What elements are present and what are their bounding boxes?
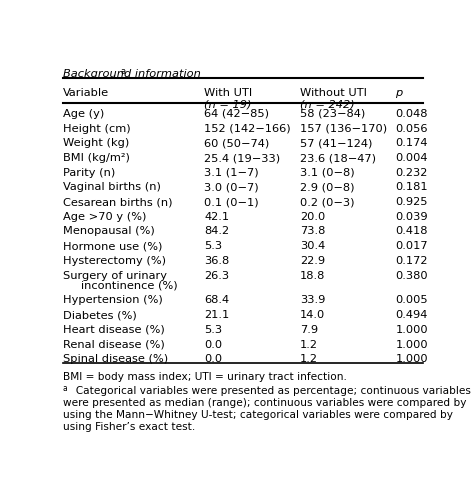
Text: Background information: Background information [63, 69, 201, 79]
Text: 0.174: 0.174 [395, 138, 428, 148]
Text: were presented as median (range); continuous variables were compared by: were presented as median (range); contin… [63, 397, 466, 407]
Text: Diabetes (%): Diabetes (%) [63, 310, 137, 320]
Text: 0.039: 0.039 [395, 211, 428, 221]
Text: Cesarean births (n): Cesarean births (n) [63, 197, 173, 207]
Text: Hormone use (%): Hormone use (%) [63, 240, 162, 250]
Text: 152 (142−166): 152 (142−166) [204, 123, 291, 133]
Text: 42.1: 42.1 [204, 211, 229, 221]
Text: 0.017: 0.017 [395, 240, 428, 250]
Text: 57 (41−124): 57 (41−124) [300, 138, 372, 148]
Text: 5.3: 5.3 [204, 240, 222, 250]
Text: incontinence (%): incontinence (%) [70, 280, 178, 290]
Text: using Fisher’s exact test.: using Fisher’s exact test. [63, 421, 195, 431]
Text: 1.000: 1.000 [395, 324, 428, 334]
Text: Vaginal births (n): Vaginal births (n) [63, 182, 161, 192]
Text: 20.0: 20.0 [300, 211, 325, 221]
Text: 2.9 (0−8): 2.9 (0−8) [300, 182, 355, 192]
Text: 36.8: 36.8 [204, 256, 229, 266]
Text: Categorical variables were presented as percentage; continuous variables: Categorical variables were presented as … [69, 385, 471, 395]
Text: 14.0: 14.0 [300, 310, 325, 320]
Text: BMI = body mass index; UTI = urinary tract infection.: BMI = body mass index; UTI = urinary tra… [63, 372, 347, 382]
Text: 3.0 (0−7): 3.0 (0−7) [204, 182, 259, 192]
Text: 0.418: 0.418 [395, 226, 428, 236]
Text: 0.0: 0.0 [204, 339, 222, 349]
Text: Surgery of urinary: Surgery of urinary [63, 270, 167, 280]
Text: a: a [121, 67, 126, 76]
Text: 0.004: 0.004 [395, 153, 428, 163]
Text: 1.000: 1.000 [395, 339, 428, 349]
Text: 26.3: 26.3 [204, 270, 229, 280]
Text: 18.8: 18.8 [300, 270, 325, 280]
Text: 0.056: 0.056 [395, 123, 428, 133]
Text: 0.232: 0.232 [395, 167, 428, 177]
Text: 73.8: 73.8 [300, 226, 325, 236]
Text: With UTI: With UTI [204, 88, 253, 98]
Text: p: p [395, 88, 402, 98]
Text: Variable: Variable [63, 88, 109, 98]
Text: Parity (n): Parity (n) [63, 167, 115, 177]
Text: 0.172: 0.172 [395, 256, 428, 266]
Text: 0.181: 0.181 [395, 182, 428, 192]
Text: 60 (50−74): 60 (50−74) [204, 138, 270, 148]
Text: 1.000: 1.000 [395, 354, 428, 364]
Text: using the Mann−Whitney U-test; categorical variables were compared by: using the Mann−Whitney U-test; categoric… [63, 409, 453, 419]
Text: 25.4 (19−33): 25.4 (19−33) [204, 153, 281, 163]
Text: 58 (23−84): 58 (23−84) [300, 109, 365, 119]
Text: Weight (kg): Weight (kg) [63, 138, 129, 148]
Text: 0.048: 0.048 [395, 109, 428, 119]
Text: 0.1 (0−1): 0.1 (0−1) [204, 197, 259, 207]
Text: 0.925: 0.925 [395, 197, 428, 207]
Text: 0.2 (0−3): 0.2 (0−3) [300, 197, 355, 207]
Text: Age (y): Age (y) [63, 109, 104, 119]
Text: (n = 19): (n = 19) [204, 100, 252, 109]
Text: 22.9: 22.9 [300, 256, 325, 266]
Text: Hysterectomy (%): Hysterectomy (%) [63, 256, 166, 266]
Text: 1.2: 1.2 [300, 354, 318, 364]
Text: 0.0: 0.0 [204, 354, 222, 364]
Text: a: a [63, 383, 68, 392]
Text: 7.9: 7.9 [300, 324, 318, 334]
Text: Age >70 y (%): Age >70 y (%) [63, 211, 146, 221]
Text: 5.3: 5.3 [204, 324, 222, 334]
Text: Menopausal (%): Menopausal (%) [63, 226, 155, 236]
Text: 157 (136−170): 157 (136−170) [300, 123, 387, 133]
Text: 33.9: 33.9 [300, 295, 325, 305]
Text: 0.494: 0.494 [395, 310, 428, 320]
Text: 0.380: 0.380 [395, 270, 428, 280]
Text: 1.2: 1.2 [300, 339, 318, 349]
Text: BMI (kg/m²): BMI (kg/m²) [63, 153, 130, 163]
Text: 3.1 (0−8): 3.1 (0−8) [300, 167, 355, 177]
Text: 68.4: 68.4 [204, 295, 229, 305]
Text: 30.4: 30.4 [300, 240, 325, 250]
Text: Renal disease (%): Renal disease (%) [63, 339, 164, 349]
Text: Hypertension (%): Hypertension (%) [63, 295, 163, 305]
Text: Height (cm): Height (cm) [63, 123, 130, 133]
Text: Heart disease (%): Heart disease (%) [63, 324, 164, 334]
Text: 84.2: 84.2 [204, 226, 229, 236]
Text: 0.005: 0.005 [395, 295, 428, 305]
Text: Without UTI: Without UTI [300, 88, 367, 98]
Text: 21.1: 21.1 [204, 310, 229, 320]
Text: (n = 242): (n = 242) [300, 100, 355, 109]
Text: 23.6 (18−47): 23.6 (18−47) [300, 153, 376, 163]
Text: Spinal disease (%): Spinal disease (%) [63, 354, 168, 364]
Text: 64 (42−85): 64 (42−85) [204, 109, 269, 119]
Text: 3.1 (1−7): 3.1 (1−7) [204, 167, 259, 177]
